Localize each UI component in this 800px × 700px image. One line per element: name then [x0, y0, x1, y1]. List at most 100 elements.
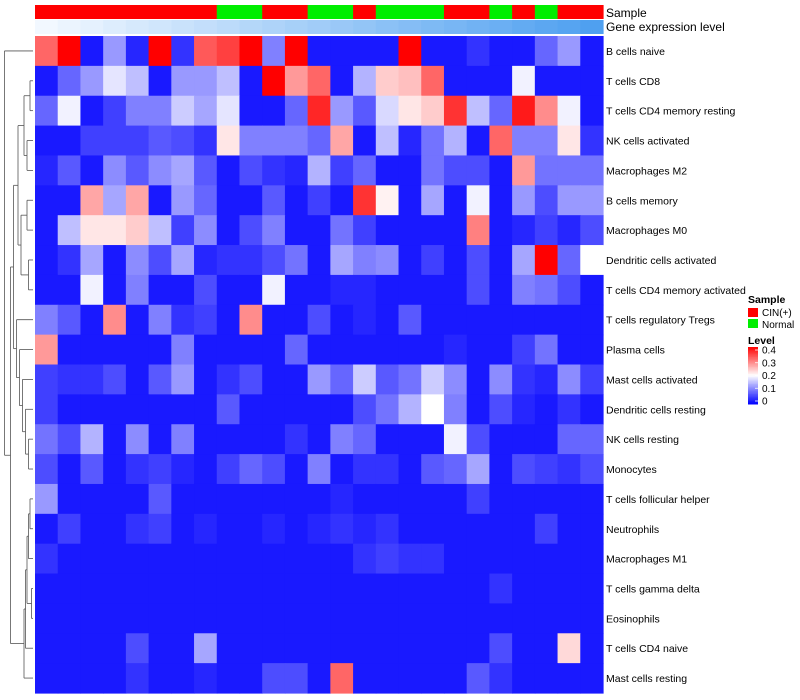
heatmap-cell — [57, 36, 82, 67]
heatmap-cell — [398, 334, 422, 366]
heatmap-cell — [398, 185, 422, 216]
heatmap-cell — [580, 245, 604, 276]
heatmap-cell — [125, 483, 150, 515]
heatmap-cell — [512, 543, 536, 575]
heatmap-cell — [239, 95, 263, 127]
level-annotation-cell — [534, 20, 559, 34]
heatmap-cell — [307, 663, 331, 694]
heatmap-cell — [307, 633, 331, 664]
heatmap-cell — [421, 573, 445, 605]
heatmap-cell — [103, 155, 127, 186]
row-label: T cells gamma delta — [606, 583, 700, 595]
legend-color-step — [748, 384, 758, 386]
heatmap-cell — [262, 65, 286, 97]
heatmap-cell — [103, 454, 127, 485]
legend-color-step — [748, 379, 758, 382]
heatmap-cell — [466, 573, 490, 605]
heatmap-cell — [35, 215, 59, 246]
heatmap-cell — [421, 125, 445, 157]
heatmap-cell — [398, 394, 422, 425]
heatmap-cell — [239, 633, 263, 664]
sample-annotation-cell — [353, 5, 377, 19]
heatmap-cell — [57, 543, 82, 575]
heatmap-cell — [103, 513, 127, 545]
heatmap-cell — [466, 483, 490, 515]
heatmap-cell — [489, 36, 513, 67]
heatmap-cell — [239, 215, 263, 246]
heatmap-cell — [489, 663, 513, 694]
heatmap-cell — [375, 603, 400, 634]
sample-annotation-cell — [330, 5, 354, 19]
level-annotation-cell — [557, 20, 581, 34]
heatmap-cell — [194, 633, 218, 664]
legend-color-step — [748, 385, 758, 388]
heatmap-cell — [534, 334, 559, 366]
heatmap-cell — [489, 215, 513, 246]
sample-annotation-cell — [557, 5, 581, 19]
heatmap-cell — [330, 245, 354, 276]
heatmap-cell — [216, 573, 241, 605]
level-annotation-cell — [103, 20, 127, 34]
heatmap-cell — [330, 364, 354, 395]
legend-color-step — [748, 399, 758, 402]
heatmap-cell — [35, 513, 59, 545]
heatmap-cell — [443, 185, 468, 216]
sample-annotation-cell — [307, 5, 331, 19]
legend-label-normal: Normal — [762, 320, 794, 331]
heatmap-cell — [262, 274, 286, 306]
level-annotation-cell — [171, 20, 195, 34]
heatmap-cell — [534, 155, 559, 186]
heatmap-cell — [398, 483, 422, 515]
heatmap-cell — [580, 36, 604, 67]
heatmap-cell — [557, 245, 581, 276]
heatmap-cell — [171, 573, 195, 605]
heatmap-cell — [330, 603, 354, 634]
heatmap-cell — [398, 155, 422, 186]
heatmap-cell — [103, 245, 127, 276]
heatmap-cell — [512, 274, 536, 306]
heatmap-cell — [489, 603, 513, 634]
sample-annotation-cell — [534, 5, 559, 19]
heatmap-cell — [375, 245, 400, 276]
level-annotation-cell — [375, 20, 400, 34]
heatmap-cell — [171, 603, 195, 634]
heatmap-cell — [239, 274, 263, 306]
heatmap-cell — [489, 543, 513, 575]
heatmap-cell — [171, 454, 195, 485]
sample-annotation-cell — [148, 5, 172, 19]
heatmap-cell — [125, 424, 150, 455]
heatmap-cell — [330, 95, 354, 127]
heatmap-cell — [466, 274, 490, 306]
row-label: Neutrophils — [606, 524, 659, 536]
heatmap-cell — [489, 454, 513, 485]
sample-annotation-cell — [171, 5, 195, 19]
heatmap-cell — [353, 125, 377, 157]
heatmap-cell — [262, 95, 286, 127]
legend-color-step — [748, 347, 758, 349]
row-label: NK cells activated — [606, 136, 690, 148]
heatmap-cell — [148, 185, 172, 216]
heatmap-cell — [353, 394, 377, 425]
heatmap-cell — [375, 454, 400, 485]
heatmap-cell — [466, 513, 490, 545]
heatmap-cell — [125, 573, 150, 605]
heatmap-cell — [148, 633, 172, 664]
row-label: Mast cells activated — [606, 374, 698, 386]
heatmap-cell — [148, 573, 172, 605]
heatmap-cell — [262, 125, 286, 157]
heatmap-cell — [57, 633, 82, 664]
heatmap-cell — [534, 274, 559, 306]
heatmap-cell — [353, 483, 377, 515]
heatmap-cell — [398, 364, 422, 395]
heatmap-cell — [262, 483, 286, 515]
heatmap-cell — [125, 513, 150, 545]
sample-annotation-cell — [57, 5, 82, 19]
heatmap-cell — [239, 424, 263, 455]
heatmap-cell — [171, 65, 195, 97]
heatmap-cell — [103, 633, 127, 664]
heatmap-cell — [194, 454, 218, 485]
heatmap-cell — [534, 573, 559, 605]
heatmap-cell — [353, 513, 377, 545]
heatmap-cell — [35, 663, 59, 694]
heatmap-cell — [421, 424, 445, 455]
